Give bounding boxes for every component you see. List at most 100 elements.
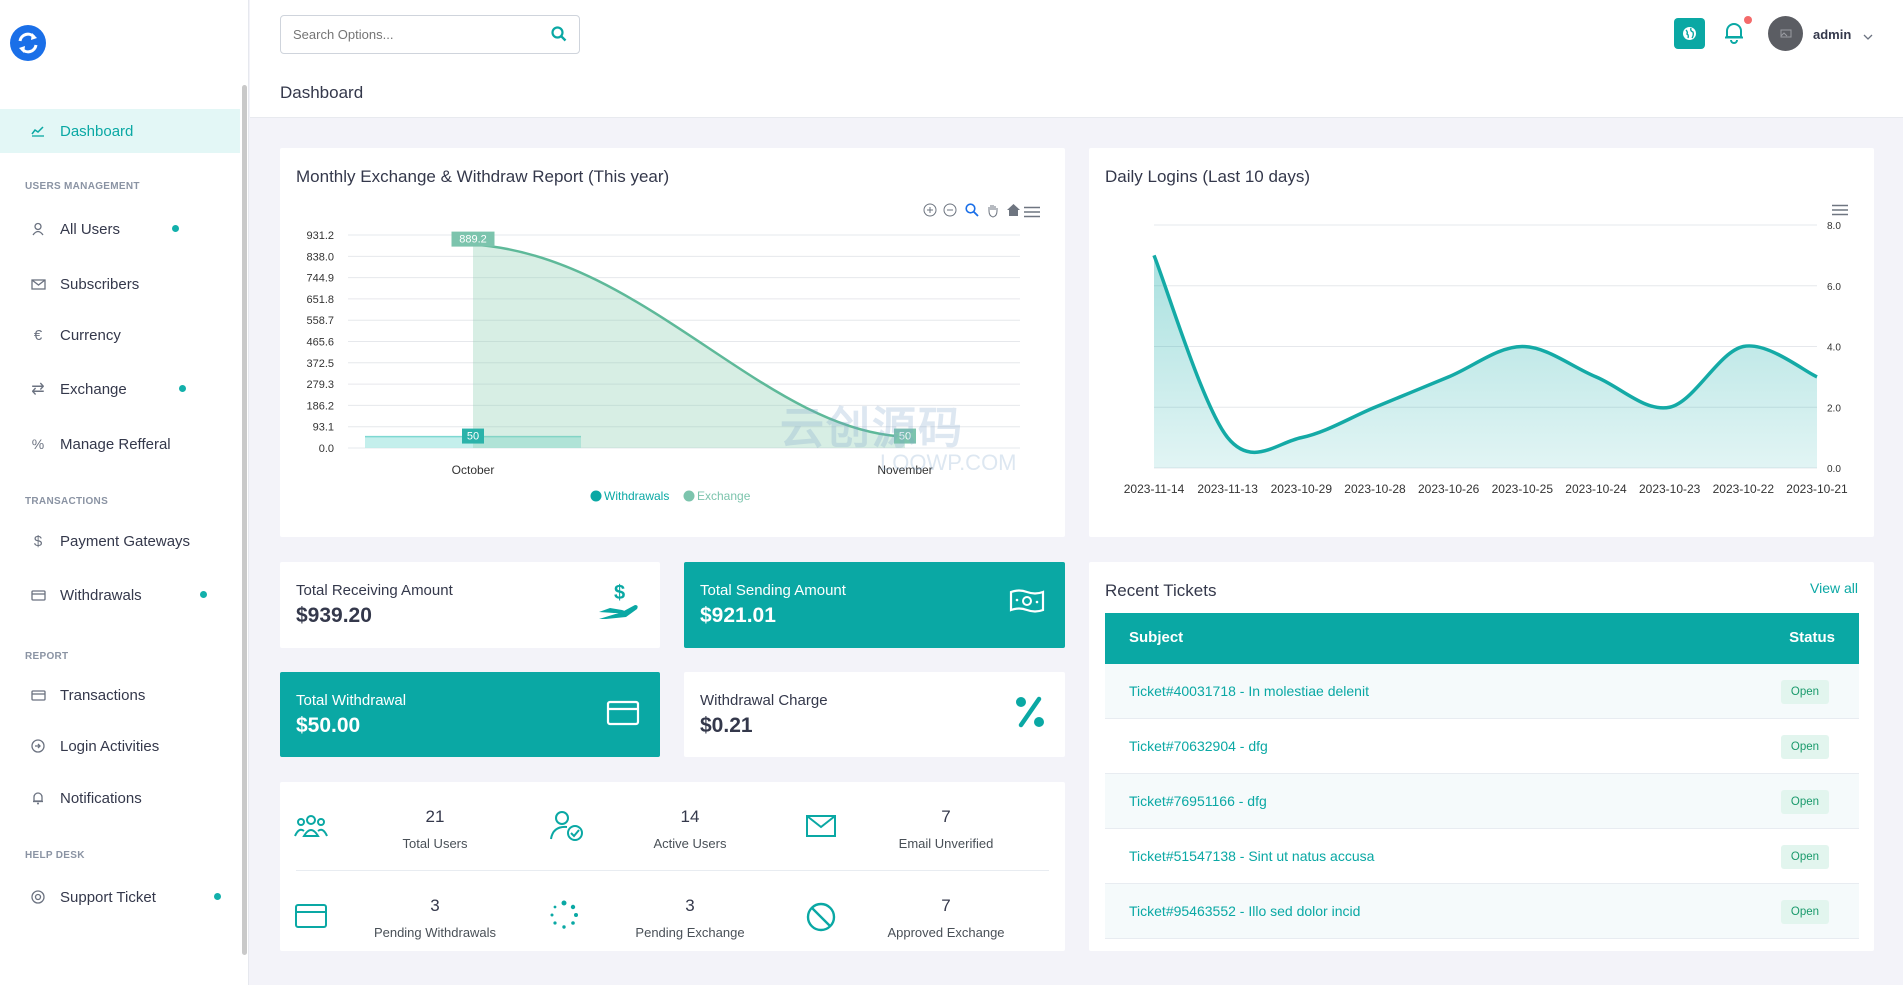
sidebar-item-label: Dashboard [60,122,134,140]
sidebar-item-manage-refferal[interactable]: % Manage Refferal [0,424,240,464]
legend-marker [590,490,602,502]
search-icon[interactable] [551,26,567,47]
ticket-subject-link[interactable]: Ticket#76951166 - dfg [1129,793,1267,809]
stat-label: Total Withdrawal [296,692,407,709]
exchange-arrows-icon: ⇄ [31,381,45,398]
login-icon [28,739,48,753]
recent-tickets-card: Recent Tickets View all Subject Status T… [1089,562,1874,951]
sidebar-item-payment-gateways[interactable]: $ Payment Gateways [0,521,240,561]
stat-card-charge: Withdrawal Charge $0.21 [684,672,1065,757]
y-tick-label: 465.6 [306,337,334,349]
count-value: 7 [941,896,951,915]
sidebar-item-subscribers[interactable]: Subscribers [0,264,240,304]
x-tick-label: 2023-10-25 [1492,482,1554,496]
sidebar-item-label: All Users [60,220,121,238]
sidebar-item-support-ticket[interactable]: Support Ticket [0,877,240,917]
count-label: Pending Exchange [635,925,745,940]
sync-logo-icon [18,32,38,54]
section-heading: HELP DESK [25,850,85,861]
logins-area [1154,255,1817,468]
x-tick-label: 2023-11-13 [1197,482,1258,496]
y-tick-label: 279.3 [306,379,334,391]
table-row[interactable]: Ticket#76951166 - dfg Open [1105,774,1859,829]
zoom-out-icon[interactable] [943,203,957,222]
sidebar-item-exchange[interactable]: ⇄ Exchange [0,369,240,409]
ban-icon [805,901,837,938]
menu-icon[interactable] [1024,205,1040,223]
sidebar-item-withdrawals[interactable]: Withdrawals [0,575,240,615]
count-pending-exchange: 3 Pending Exchange [535,881,775,951]
users-group-icon [294,812,328,845]
svg-text:$: $ [614,582,625,604]
language-button[interactable] [1674,18,1705,49]
stat-value: $939.20 [296,604,372,627]
sidebar-item-dashboard[interactable]: Dashboard [0,109,240,153]
x-tick-label: 2023-10-28 [1344,482,1406,496]
table-row[interactable]: Ticket#51547138 - Sint ut natus accusa O… [1105,829,1859,884]
pan-hand-icon[interactable] [986,203,1000,223]
ticket-subject-link[interactable]: Ticket#70632904 - dfg [1129,738,1268,754]
x-tick-label: 2023-10-24 [1565,482,1627,496]
y-tick-label: 558.7 [306,315,334,327]
sidebar-item-transactions[interactable]: Transactions [0,675,240,715]
card-title: Daily Logins (Last 10 days) [1105,167,1311,186]
stat-card-sending: Total Sending Amount $921.01 [684,562,1065,648]
count-label: Total Users [402,836,468,851]
status-badge: Open [1781,900,1829,924]
table-row[interactable]: Ticket#95463552 - Illo sed dolor incid O… [1105,884,1859,939]
sidebar-item-currency[interactable]: € Currency [0,315,240,355]
data-label-bg [462,428,484,444]
sidebar-item-login-activities[interactable]: Login Activities [0,726,240,766]
section-heading: TRANSACTIONS [25,496,109,507]
stat-value: $50.00 [296,714,361,737]
sidebar-item-label: Transactions [60,686,146,704]
sidebar-scrollbar[interactable] [242,85,247,955]
chevron-down-icon[interactable] [1863,28,1873,46]
table-row[interactable]: Ticket#70632904 - dfg Open [1105,719,1859,774]
logo[interactable] [10,25,46,61]
count-label: Active Users [653,836,727,851]
sidebar-item-label: Withdrawals [60,586,142,604]
sidebar-item-label: Manage Refferal [60,435,171,453]
sidebar-item-label: Payment Gateways [60,532,191,550]
table-row[interactable]: Ticket#40031718 - In molestiae delenit O… [1105,664,1859,719]
section-heading: USERS MANAGEMENT [25,181,140,192]
sidebar-item-notifications[interactable]: Notifications [0,778,240,818]
counts-card: 21 Total Users 14 Active Users 7 Email U… [280,782,1065,951]
zoom-in-icon[interactable] [923,203,937,222]
bell-icon [28,791,48,805]
credit-card-icon [606,700,640,731]
x-tick-label: November [877,463,932,477]
user-name[interactable]: admin [1813,27,1852,42]
magnifier-icon[interactable] [965,203,979,222]
y-tick-label: 186.2 [306,400,334,412]
section-heading: REPORT [25,651,69,662]
stat-value: $921.01 [700,604,776,627]
status-dot [214,893,221,900]
menu-icon[interactable] [1832,203,1848,221]
home-icon[interactable] [1006,203,1021,222]
notification-dot [1744,16,1752,24]
exchange-line [472,243,906,438]
notification-bell-icon[interactable] [1723,20,1745,49]
globe-icon [1683,27,1696,40]
x-tick-label: 2023-11-14 [1124,482,1185,496]
search-input[interactable] [293,27,533,42]
card-title: Monthly Exchange & Withdraw Report (This… [296,167,670,186]
divider [296,870,1049,871]
ticket-subject-link[interactable]: Ticket#40031718 - In molestiae delenit [1129,683,1369,699]
status-badge: Open [1781,735,1829,759]
sidebar-item-all-users[interactable]: All Users [0,209,240,249]
count-value: 3 [685,896,695,915]
y-tick-label: 0.0 [1827,464,1841,475]
ticket-subject-link[interactable]: Ticket#51547138 - Sint ut natus accusa [1129,848,1375,864]
status-dot [172,225,179,232]
sidebar-item-label: Notifications [60,789,142,807]
ticket-subject-link[interactable]: Ticket#95463552 - Illo sed dolor incid [1129,903,1361,919]
data-label: 889.2 [459,234,487,246]
view-all-link[interactable]: View all [1810,580,1858,596]
avatar[interactable] [1768,16,1803,51]
credit-card-icon [28,589,48,601]
tickets-table-header: Subject Status [1105,613,1859,664]
money-bill-icon [1009,587,1045,620]
